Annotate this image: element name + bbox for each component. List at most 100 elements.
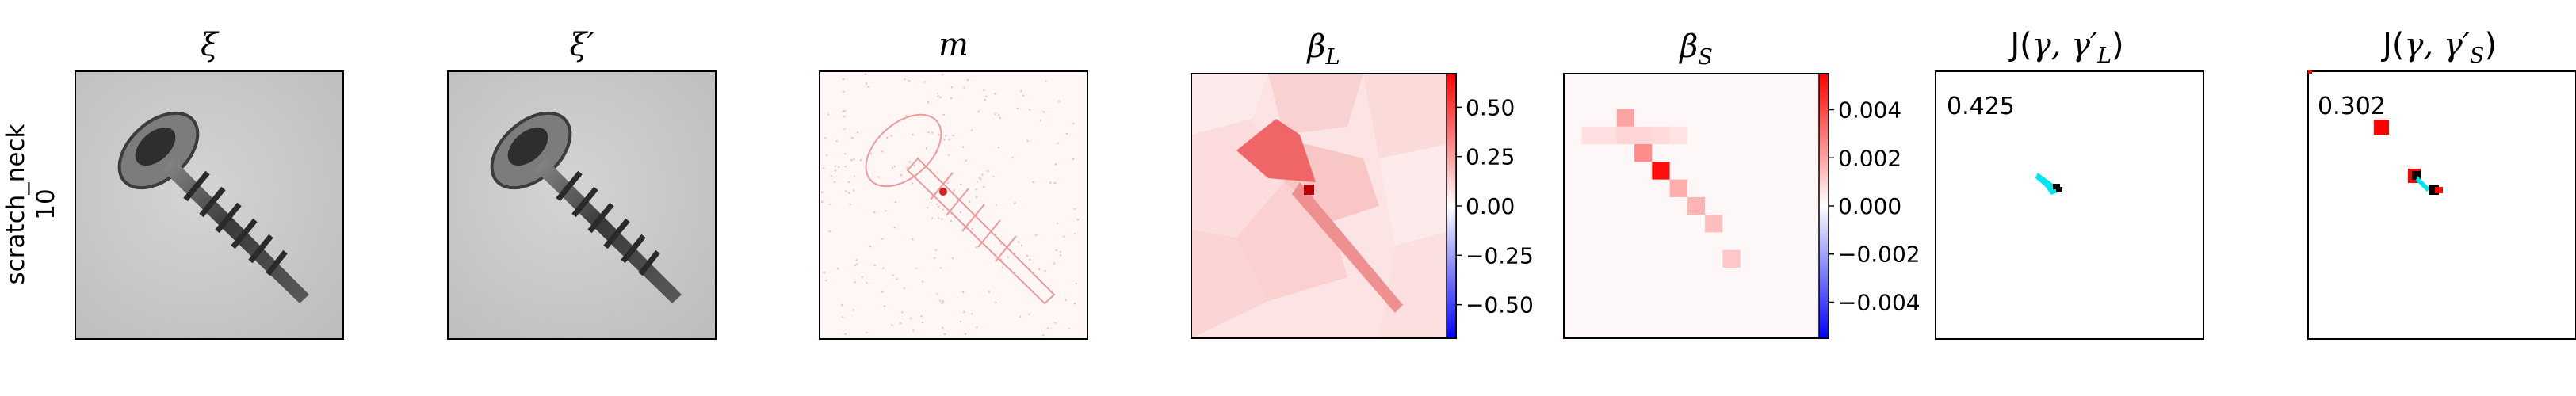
mask-hotspot (939, 188, 947, 196)
mask-pixel (992, 175, 995, 177)
mask-pixel (951, 86, 954, 89)
mask-pixel (1039, 120, 1041, 122)
mask-pixel (952, 135, 954, 137)
mask-pixel (1000, 242, 1003, 245)
mask-pixel (1057, 142, 1059, 144)
score-j-l: 0.425 (1947, 93, 2015, 120)
mask-pixel (890, 135, 892, 137)
mask-pixel (843, 78, 845, 80)
mask-pixel (981, 173, 984, 176)
mask-pixel (1020, 90, 1022, 93)
mask-pixel (852, 309, 854, 311)
mask-pixel (942, 208, 944, 211)
mask-pixel (964, 333, 966, 335)
mask-pixel (1035, 234, 1038, 236)
mask-pixel (945, 135, 947, 137)
mask-pixel (881, 291, 884, 293)
image-xi-prime (448, 71, 716, 339)
mask-pixel (851, 137, 854, 139)
panel-title-m: m (938, 27, 969, 63)
mask-pixel (1028, 313, 1030, 315)
panel-title-beta-l: βL (1305, 29, 1340, 70)
mask-pixel (927, 131, 930, 134)
beta-l-peak (1304, 185, 1314, 195)
mask-pixel (963, 86, 965, 89)
mask-pixel (972, 227, 974, 230)
mask-pixel (923, 81, 926, 83)
heatmap-cell (1705, 215, 1723, 233)
row-label-line2: 10 (32, 188, 60, 219)
mask-pixel (922, 280, 924, 283)
mask-pixel (1000, 258, 1003, 261)
mask-pixel (1038, 268, 1041, 270)
mask-pixel (1063, 235, 1065, 238)
mask-pixel (835, 140, 838, 143)
mask-pixel (942, 300, 944, 303)
mask-pixel (1056, 222, 1058, 224)
j-l-pre: J( (2008, 27, 2031, 63)
mask-pixel (1022, 94, 1025, 97)
mask-pixel (994, 113, 996, 116)
frame-j-l (1935, 70, 2204, 340)
mask-pixel (1019, 315, 1022, 318)
mask-pixel (1059, 251, 1061, 253)
mask-pixel (976, 181, 978, 183)
mask-pixel (845, 190, 847, 192)
mask-pixel (837, 268, 839, 270)
beta-l-head (1236, 119, 1316, 182)
mask-pixel (823, 167, 825, 169)
heatmap-cell (1581, 126, 1599, 145)
mask-pixel (937, 93, 939, 95)
mask-pixel (886, 136, 889, 139)
mask-pixel (844, 333, 847, 335)
colorbar-beta-s-tick-label: 0.004 (1838, 97, 1901, 124)
mask-pixel (843, 128, 846, 130)
mask-pixel (1054, 182, 1057, 185)
gamma-prime-points-l (2053, 184, 2060, 189)
panel-title-j-l: J(γ, γ′L) (2008, 27, 2123, 68)
panel-title-xi: ξ (201, 27, 220, 63)
j-l-post: ) (2112, 27, 2124, 63)
mask-pixel (984, 99, 986, 101)
j-s-sub: S (2470, 44, 2485, 68)
mask-pixel (873, 264, 876, 266)
mask-pixel (1032, 181, 1034, 183)
mask-pixel (828, 230, 831, 233)
mask-pixel (908, 80, 910, 82)
mask-pixel (977, 110, 980, 112)
panel-m: m (819, 27, 1088, 340)
row-label: scratch_neck 10 (2, 124, 60, 284)
mask-pixel (950, 220, 952, 223)
mask-pixel (937, 95, 939, 97)
mask-pixel (1057, 100, 1060, 102)
mask-pixel (856, 263, 858, 265)
mask-pixel (843, 90, 845, 93)
mask-pixel (985, 95, 988, 97)
mask-pixel (1072, 158, 1075, 160)
gamma-prime-mid (2412, 171, 2421, 180)
mask-pixel (865, 73, 867, 75)
mask-pixel (844, 153, 847, 155)
mask-pixel (1026, 139, 1029, 142)
mask-pixel (967, 78, 969, 81)
mask-pixel (901, 311, 904, 314)
mask-pixel (971, 129, 973, 131)
j-l-mid: γ, γ′ (2032, 27, 2097, 63)
panel-xi-prime: ξ′ (447, 27, 717, 340)
mask-pixel (1065, 132, 1068, 135)
mask-pixel (881, 150, 884, 153)
mask-pixel (948, 139, 950, 141)
mask-pixel (893, 166, 896, 168)
gamma-square-top (2374, 120, 2389, 135)
mask-pixel (908, 161, 911, 163)
mask-pixel (1029, 109, 1031, 111)
mask-pixel (980, 178, 982, 181)
mask-pixel (843, 110, 845, 112)
score-j-s: 0.302 (2318, 93, 2386, 120)
mask-pixel (866, 332, 868, 334)
mask-pixel (1029, 258, 1031, 261)
j-l-sub: L (2096, 44, 2112, 68)
mask-pixel (1026, 255, 1028, 257)
row-label-line1: scratch_neck (2, 124, 30, 284)
mask-pixel (936, 203, 938, 205)
